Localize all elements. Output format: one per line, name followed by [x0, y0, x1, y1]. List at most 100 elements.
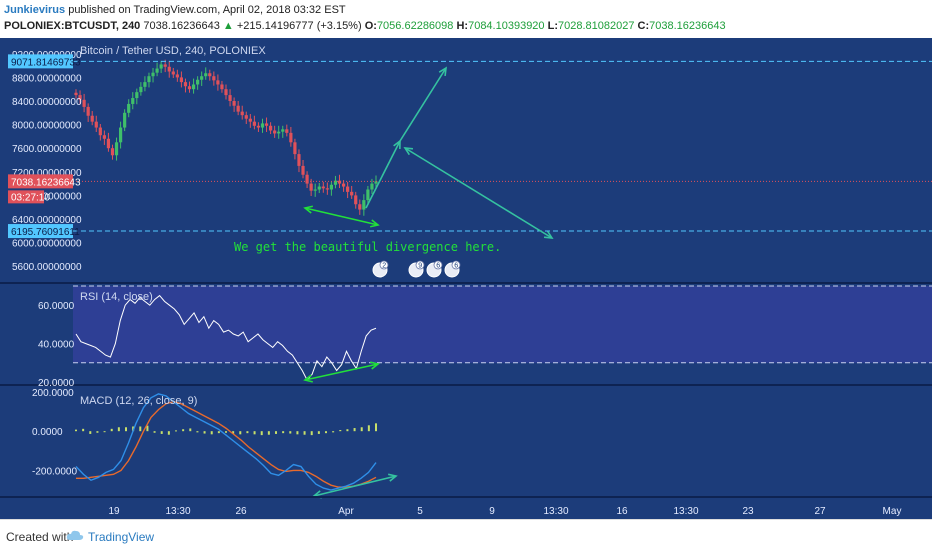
macd-histogram-bar	[110, 428, 113, 432]
macd-histogram-bar	[353, 428, 356, 432]
candle-body	[191, 84, 196, 90]
y-tick-label: 8400.00000000	[12, 97, 82, 108]
macd-histogram-bar	[346, 429, 349, 432]
candle-body	[366, 189, 370, 201]
event-count-label: 6	[436, 263, 440, 270]
candle-body	[216, 80, 220, 85]
publish-info: published on TradingView.com, April 02, …	[65, 4, 346, 16]
candle-body	[147, 76, 151, 83]
candle-body	[102, 135, 106, 139]
projection-arrow-head	[438, 66, 447, 77]
macd-histogram-bar	[125, 427, 127, 432]
candle-body	[131, 98, 135, 104]
candle-body	[301, 165, 305, 175]
created-with-label: Created with	[6, 530, 74, 544]
symbol-line: POLONIEX:BTCUSDT, 240 7038.16236643 ▲ +2…	[4, 20, 726, 32]
candle-body	[305, 174, 309, 184]
y-tick-label: 6800.00000000	[12, 191, 82, 202]
macd-histogram-bar	[317, 431, 320, 434]
macd-y-tick: -200.0000	[32, 466, 77, 477]
macd-histogram-bar	[103, 431, 106, 433]
macd-histogram-bar	[289, 431, 292, 434]
macd-histogram-bar	[375, 423, 377, 432]
candle-body	[256, 125, 261, 128]
y-tick-label: 8000.00000000	[12, 121, 82, 132]
candle-body	[248, 118, 252, 122]
author-link[interactable]: Junkievirus	[4, 4, 66, 16]
candle-body	[94, 121, 98, 128]
publish-line: Junkievirus published on TradingView.com…	[4, 4, 346, 16]
candle-body	[260, 123, 265, 128]
candle-body	[155, 68, 159, 73]
macd-histogram-bar	[267, 431, 270, 435]
macd-histogram-bar	[196, 431, 199, 433]
rsi-y-tick: 40.0000	[38, 340, 75, 351]
macd-histogram-bar	[132, 426, 135, 432]
candle-body	[350, 191, 354, 196]
tradingview-link[interactable]: TradingView	[88, 530, 155, 544]
macd-histogram-bar	[310, 431, 313, 436]
candle-body	[78, 95, 82, 100]
y-tick-label: 8800.00000000	[12, 73, 82, 84]
x-tick-label: 13:30	[543, 506, 568, 517]
candle-body	[337, 180, 342, 184]
macd-histogram-bar	[339, 430, 342, 432]
macd-histogram-bar	[189, 428, 192, 432]
macd-histogram-bar	[203, 431, 206, 434]
y-tick-label: 5600.00000000	[12, 262, 82, 273]
macd-histogram-bar	[246, 431, 249, 434]
candle-body	[358, 204, 362, 210]
candle-body	[212, 76, 216, 81]
candle-body	[183, 82, 188, 87]
candle-body	[135, 92, 139, 99]
countdown-tag	[8, 190, 44, 204]
open-label: O:	[364, 20, 377, 32]
candle-body	[333, 180, 338, 185]
x-tick-label: 26	[235, 506, 247, 517]
candle-body	[175, 74, 179, 78]
high-label: H:	[456, 20, 469, 32]
open-value: 7056.62286098	[376, 20, 454, 32]
y-tick-label: 6400.00000000	[12, 215, 82, 226]
event-count-badge	[415, 260, 425, 270]
candle-body	[167, 66, 171, 72]
candle-body	[114, 142, 119, 156]
candle-body	[236, 105, 240, 112]
candle-body	[82, 99, 86, 107]
last-price: 7038.16236643	[143, 20, 220, 32]
macd-histogram-bar	[296, 431, 299, 435]
x-tick-label: 13:30	[165, 506, 190, 517]
candle-body	[289, 132, 293, 143]
macd-histogram-bar	[75, 429, 77, 432]
last-price-tag	[8, 174, 73, 189]
x-tick-label: 19	[108, 506, 120, 517]
macd-title: MACD (12, 26, close, 9)	[80, 395, 197, 407]
event-count-label: 2	[382, 263, 386, 270]
divergence-arrow	[304, 207, 379, 226]
macd-histogram-bar	[260, 431, 263, 436]
macd-y-tick: 0.0000	[32, 427, 63, 438]
candle-body	[244, 115, 248, 119]
macd-histogram-bar	[303, 431, 306, 435]
candle-body	[341, 183, 346, 187]
y-tick-label: 7600.00000000	[12, 144, 82, 155]
candle-body	[196, 79, 200, 85]
macd-histogram-bar	[117, 427, 120, 432]
candle-body	[106, 138, 111, 149]
rsi-y-tick: 20.0000	[38, 378, 75, 389]
macd-signal-line	[76, 401, 377, 488]
macd-histogram-bar	[182, 429, 185, 432]
last-price-label: 7038.16236643	[11, 177, 81, 188]
candle-body	[179, 77, 184, 83]
chart-background	[0, 38, 932, 519]
level-price-tag	[8, 54, 73, 69]
rsi-band	[73, 286, 932, 363]
candle-body	[74, 92, 78, 96]
candle-body	[346, 186, 350, 192]
candle-body	[273, 130, 277, 134]
macd-histogram-bar	[96, 431, 99, 433]
symbol-label: POLONIEX:BTCUSDT, 240	[4, 20, 141, 32]
candle-body	[329, 184, 334, 190]
candle-body	[268, 125, 273, 131]
